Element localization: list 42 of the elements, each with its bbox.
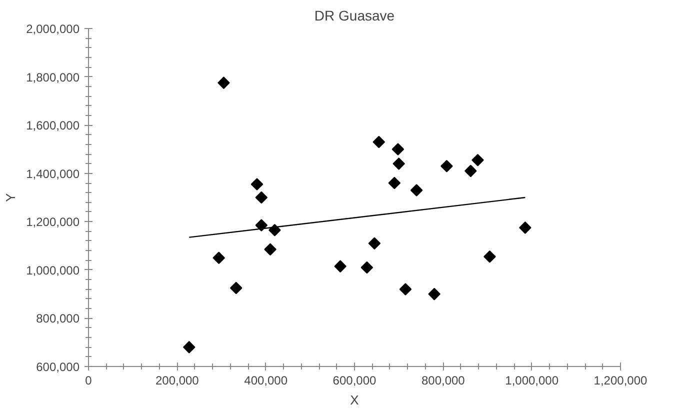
point: [464, 164, 477, 178]
point: [250, 178, 264, 190]
point: [230, 282, 242, 294]
point: [392, 158, 405, 170]
y-tick-label: 600,000: [36, 360, 80, 374]
point: [484, 250, 496, 263]
x-axis-title: X: [350, 392, 360, 408]
y-tick-label: 1,800,000: [26, 70, 80, 84]
x-tick-label: 200,000: [155, 374, 200, 388]
x-tick-label: 1,200,000: [594, 374, 648, 388]
point: [182, 341, 196, 354]
point: [399, 283, 412, 296]
point: [372, 136, 386, 148]
point: [472, 154, 484, 166]
point: [388, 176, 401, 190]
x-tick-label: 400,000: [244, 374, 288, 388]
point: [428, 288, 440, 300]
point: [410, 184, 423, 196]
y-tick-label: 1,600,000: [26, 118, 80, 133]
y-tick-label: 2,000,000: [26, 22, 80, 36]
point: [268, 224, 281, 236]
point: [264, 243, 276, 256]
point: [440, 160, 453, 172]
x-tick-label: 800,000: [421, 374, 466, 388]
y-tick-label: 1,200,000: [26, 215, 80, 230]
y-axis-title: Y: [3, 192, 18, 202]
y-tick-label: 1,400,000: [26, 166, 80, 181]
x-tick-label: 1,000,000: [505, 374, 559, 388]
point: [368, 237, 381, 250]
point: [360, 261, 374, 274]
point: [212, 252, 225, 264]
chart-title: DR Guasave: [314, 8, 395, 24]
y-tick-label: 1,000,000: [26, 263, 80, 278]
point: [519, 222, 532, 234]
point: [255, 219, 268, 232]
y-tick-label: 800,000: [36, 312, 80, 326]
point: [255, 191, 268, 204]
x-tick-label: 600,000: [332, 374, 377, 388]
x-tick-label: 0: [85, 374, 92, 388]
point: [218, 76, 230, 89]
point: [392, 143, 404, 156]
point: [334, 260, 346, 272]
